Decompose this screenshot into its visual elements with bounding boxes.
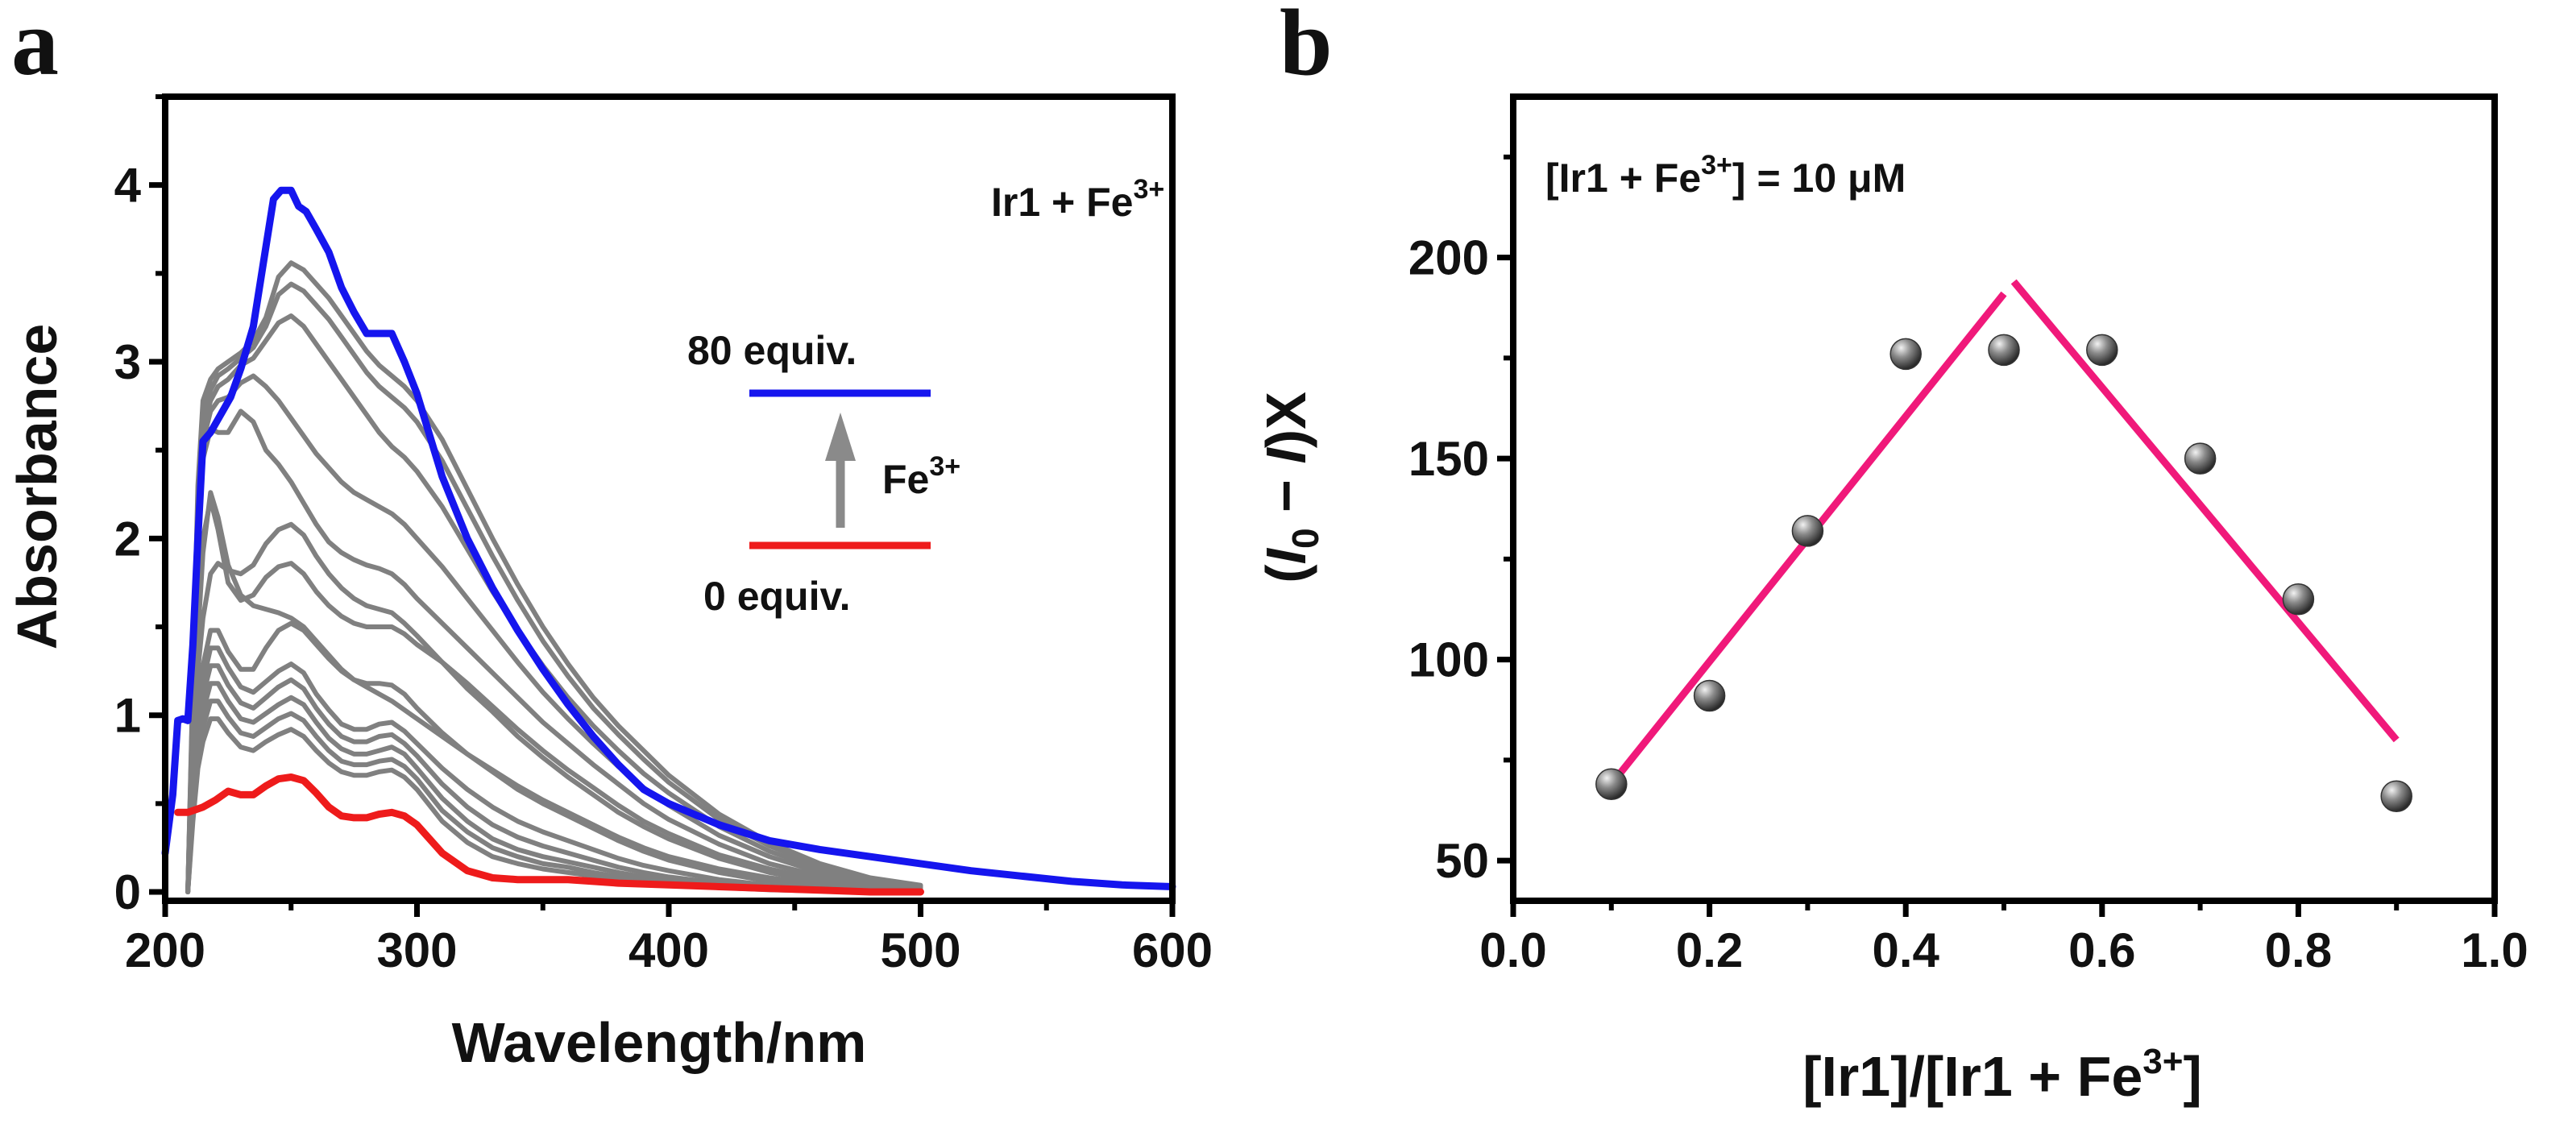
panel-b-xlabel: [Ir1]/[Ir1 + Fe3+] <box>1802 1042 2202 1108</box>
panel-a-series-group <box>161 186 1176 896</box>
panel-b-ytick-label: 200 <box>1408 231 1489 285</box>
data-point <box>1988 334 2020 367</box>
spectrum-line-mid <box>185 497 923 894</box>
panel-b-ticks: 0.0 0.2 0.4 0.6 0.8 1.0 50 100 150 200 <box>1408 154 2528 977</box>
panel-a-xtick-label: 600 <box>1132 923 1213 977</box>
panel-a-xtick-label: 200 <box>125 923 205 977</box>
panel-b-xtick-label: 1.0 <box>2461 923 2528 977</box>
panel-b-ytick-label: 150 <box>1408 432 1489 486</box>
legend-high-label: 80 equiv. <box>687 328 857 373</box>
legend-arrow-head <box>825 413 856 461</box>
panel-a-xtick-label: 500 <box>880 923 960 977</box>
panel-a-ytick-label: 0 <box>114 865 141 919</box>
data-point <box>2282 583 2315 616</box>
data-point <box>1791 515 1824 547</box>
panel-a-ytick-label: 2 <box>114 512 141 566</box>
panel-a-ytick-label: 3 <box>114 335 141 389</box>
data-point <box>1889 338 1922 371</box>
panel-b-xtick-label: 0.0 <box>1479 923 1546 977</box>
panel-b-xtick-label: 0.4 <box>1872 923 1939 977</box>
spectrum-line-mid <box>185 620 923 894</box>
panel-b-xtick-label: 0.6 <box>2068 923 2135 977</box>
panel-b-points <box>1595 334 2412 813</box>
panel-b-xtick-label: 0.8 <box>2265 923 2332 977</box>
spectrum-line-mid <box>185 260 923 894</box>
spectrum-line-mid <box>185 373 923 894</box>
panel-b-ytick-label: 50 <box>1435 834 1489 888</box>
panel-a-xtick-label: 400 <box>628 923 709 977</box>
spectrum-line-mid <box>185 281 923 894</box>
spectrum-line-mid <box>185 663 923 894</box>
data-point <box>2380 780 2412 813</box>
spectrum-line-mid <box>185 681 923 894</box>
panel-b-chart: b 0.0 0.2 0.4 0.6 0.8 1.0 50 100 150 200 [Ir1]/[I… <box>1255 0 2528 1108</box>
panel-b-letter: b <box>1280 0 1333 95</box>
panel-b-xtick-label: 0.2 <box>1676 923 1743 977</box>
data-point <box>1693 679 1726 712</box>
fit-line <box>2010 279 2400 743</box>
panel-a-xlabel: Wavelength/nm <box>452 1011 867 1074</box>
panel-a-letter: a <box>11 0 59 95</box>
panel-b-plot-frame <box>1510 93 2498 904</box>
spectrum-line-mid <box>185 313 923 894</box>
spectrum-line-high <box>161 186 1176 890</box>
panel-b-ylabel: (I0 − I)X <box>1255 392 1326 583</box>
panel-a-ytick-label: 1 <box>114 689 141 743</box>
legend-low-label: 0 equiv. <box>703 574 850 619</box>
panel-a-xtick-label: 300 <box>376 923 457 977</box>
panel-a-chart: a 200 300 400 500 600 0 1 2 3 4 Wavelength/nm Abs… <box>6 0 1213 1074</box>
legend-arrow-label: Fe3+ <box>882 451 960 502</box>
spectrum-line-mid <box>185 645 923 894</box>
panel-b-ytick-label: 100 <box>1408 633 1489 687</box>
panel-a-annotation: Ir1 + Fe3+ <box>991 174 1164 225</box>
panel-a-ylabel: Absorbance <box>6 324 68 650</box>
data-point <box>2184 442 2217 475</box>
panel-a-ticks: 200 300 400 500 600 0 1 2 3 4 <box>114 94 1213 977</box>
spectrum-line-low <box>174 773 924 896</box>
data-point <box>1595 768 1628 801</box>
spectrum-line-mid <box>185 699 923 894</box>
spectrum-line-mid <box>185 408 923 894</box>
panel-a-ytick-label: 4 <box>114 159 142 213</box>
panel-b-annotation: [Ir1 + Fe3+] = 10 μM <box>1545 150 1906 201</box>
data-point <box>2086 334 2118 367</box>
spectrum-line-mid <box>185 490 923 894</box>
